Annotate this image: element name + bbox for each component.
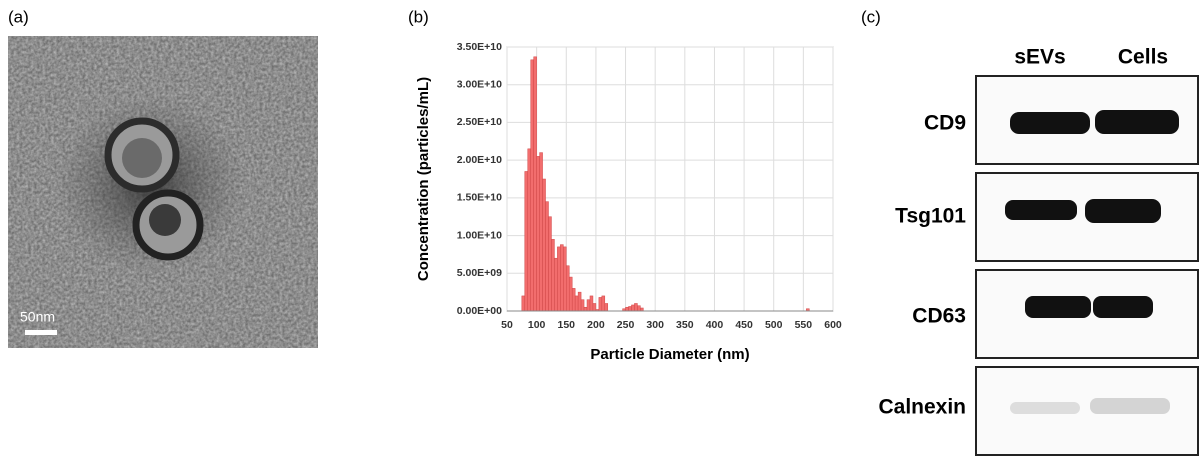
row-label: Tsg101 [895,205,966,228]
bar [542,178,546,312]
bar [568,276,573,312]
bar [631,304,635,312]
row-label: CD9 [924,112,966,135]
bar [527,148,531,312]
bar [571,288,576,312]
bar [530,59,534,312]
x-axis-label: Particle Diameter (nm) [590,346,749,363]
y-axis-label: Concentration (particles/mL) [415,77,432,281]
x-tick-label: 50 [501,319,513,331]
y-tick-label: 2.00E+10 [457,154,502,166]
panel-label: (a) [8,7,29,26]
x-tick-label: 350 [676,319,694,331]
tem-image: 50nm [8,36,318,348]
y-tick-label: 2.50E+10 [457,116,502,128]
bar [604,303,609,312]
x-tick-label: 500 [765,319,783,331]
x-tick-label: 300 [646,319,664,331]
x-tick-label: 200 [587,319,605,331]
x-tick-label: 150 [558,319,576,331]
western-blot: sEVs Cells CD9 Tsg101 CD63 Calnexin [878,46,1199,456]
bar [580,299,585,312]
panel-label: (c) [861,7,881,26]
y-tick-label: 1.50E+10 [457,192,502,204]
bar [628,306,632,312]
y-tick-label: 1.00E+10 [457,229,502,241]
bar [574,295,579,312]
x-tick-label: 600 [824,319,842,331]
bar [577,291,582,312]
bar [560,244,564,312]
column-label: Cells [1118,46,1168,69]
row-label: Calnexin [878,396,966,419]
bar [625,306,629,312]
x-tick-label: 450 [735,319,753,331]
bar [557,246,561,312]
bar [536,156,540,312]
bar [563,246,567,312]
bar [589,295,594,312]
bar [598,297,603,312]
bar [533,56,537,312]
bar [634,303,638,312]
y-tick-label: 3.00E+10 [457,78,502,90]
column-label: sEVs [1014,46,1065,69]
bar [637,305,641,312]
bar [586,299,591,312]
y-tick-label: 5.00E+09 [457,267,502,279]
panel-label: (b) [408,7,429,26]
bar [566,265,570,312]
bar [545,201,549,312]
y-tick-label: 0.00E+00 [457,305,502,317]
x-tick-label: 400 [706,319,724,331]
bar [521,295,526,312]
row-label: CD63 [912,305,966,328]
x-tick-label: 100 [528,319,546,331]
x-tick-label: 250 [617,319,635,331]
bar [551,239,555,312]
scale-bar-label: 50nm [20,309,55,325]
bar [539,152,543,312]
bar [554,257,558,312]
x-tick-label: 550 [795,319,813,331]
bar [524,171,528,312]
bar [548,216,552,312]
bar [601,295,606,312]
bar [592,303,597,312]
bar [583,306,588,312]
histogram: 0.00E+00 5.00E+09 1.00E+10 1.50E+10 2.00E+10… [415,41,842,363]
y-tick-label: 3.50E+10 [457,41,502,53]
